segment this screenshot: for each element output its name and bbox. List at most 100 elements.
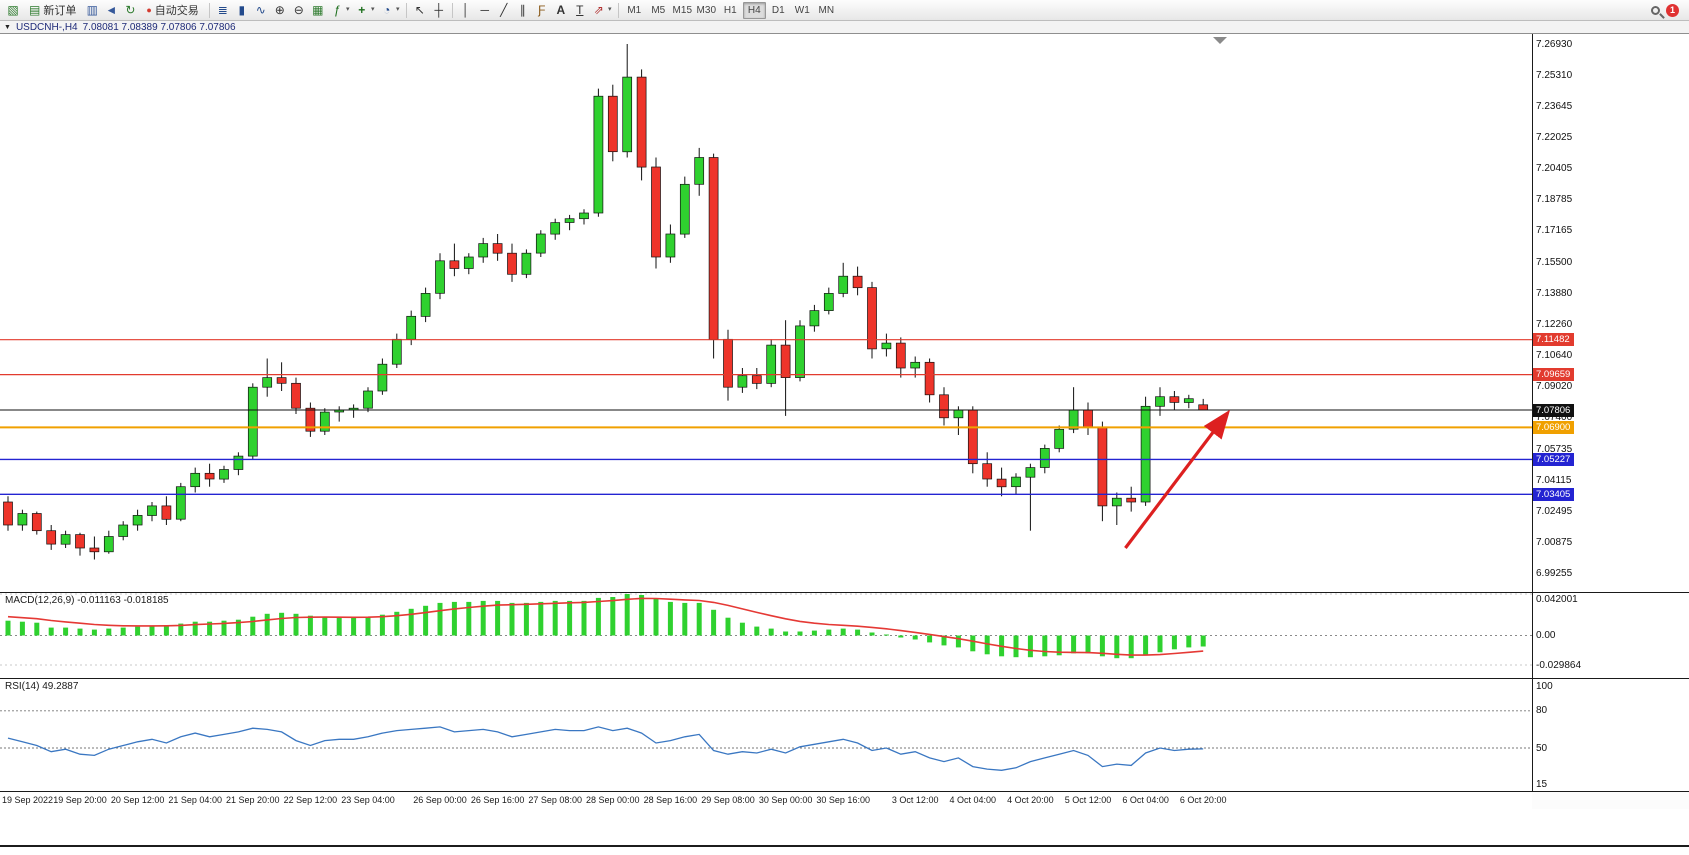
- support-line-2-price-box: 7.03405: [1532, 487, 1575, 501]
- new-chart-icon[interactable]: ▧: [7, 3, 19, 17]
- price-tick: 7.07400: [1536, 412, 1573, 424]
- time-tick: 3 Oct 12:00: [891, 795, 939, 805]
- toolbar-separator: [208, 2, 210, 18]
- refresh-icon[interactable]: ↻: [125, 3, 136, 17]
- arrow-tool-caret-icon[interactable]: ▾: [608, 6, 612, 13]
- toolbar-separator: [451, 2, 453, 18]
- price-axis[interactable]: 7.26930 7.25310 7.23645 7.22025 7.20405 7.187…: [1532, 34, 1689, 592]
- rsi-chart[interactable]: [0, 679, 1532, 791]
- add-object-icon[interactable]: +: [358, 3, 366, 17]
- price-tick: 7.17165: [1536, 225, 1573, 237]
- price-tick: 7.15500: [1536, 257, 1573, 269]
- timeframe-w1[interactable]: W1: [794, 4, 810, 16]
- timeframe-mn[interactable]: MN: [818, 4, 835, 16]
- new-order-icon: ▤: [29, 3, 41, 17]
- chart-menu-arrow-icon[interactable]: ▼: [4, 23, 11, 31]
- chart-title-bar: ▼ USDCNH-,H4 7.08081 7.08389 7.07806 7.0…: [0, 21, 1689, 34]
- price-tick: 6.99255: [1536, 568, 1573, 580]
- macd-plot[interactable]: MACD(12,26,9) -0.011163 -0.018185: [0, 593, 1532, 678]
- period-clock-icon[interactable]: ◔: [383, 3, 391, 17]
- rsi-label: RSI(14) 49.2887: [5, 681, 79, 692]
- rsi-plot[interactable]: RSI(14) 49.2887: [0, 679, 1532, 791]
- chart-window-icon[interactable]: ▥: [86, 3, 99, 17]
- time-tick: 26 Sep 16:00: [470, 795, 525, 805]
- timeframe-m15[interactable]: M15: [672, 4, 692, 16]
- trendline-tool-icon[interactable]: ╱: [500, 3, 508, 17]
- bar-chart-icon[interactable]: ≣: [217, 3, 228, 17]
- price-tick: 7.02495: [1536, 506, 1573, 518]
- chart-symbol-title: USDCNH-,H4: [15, 21, 78, 33]
- autotrading-icon: ●: [146, 5, 152, 15]
- timeframe-d1[interactable]: D1: [771, 4, 785, 16]
- indicators-icon[interactable]: ƒ: [333, 3, 341, 17]
- toolbar-separator: [617, 2, 619, 18]
- horizontal-line-tool-icon[interactable]: ─: [480, 3, 490, 17]
- vertical-line-tool-icon[interactable]: │: [462, 3, 470, 17]
- macd-signal-line: [7, 597, 1204, 656]
- time-axis[interactable]: 19 Sep 2022 19 Sep 20:00 20 Sep 12:00 21 Se…: [0, 792, 1532, 809]
- price-tick: 7.09020: [1536, 381, 1573, 393]
- cursor-icon[interactable]: ↖: [414, 3, 425, 17]
- macd-axis[interactable]: 0.042001 0.00 -0.029864: [1532, 593, 1689, 678]
- time-tick: 21 Sep 04:00: [168, 795, 222, 805]
- add-object-caret-icon[interactable]: ▾: [371, 6, 375, 13]
- period-clock-caret-icon[interactable]: ▾: [396, 6, 400, 13]
- rsi-axis[interactable]: 100 80 50 15: [1532, 679, 1689, 791]
- price-tick: 7.20405: [1536, 163, 1573, 175]
- price-tick: 7.04115: [1536, 475, 1572, 487]
- arrow-tool-icon[interactable]: ⇗: [593, 3, 604, 17]
- autotrading-button[interactable]: ● 自动交易: [140, 1, 204, 19]
- support-line-1-price-box: 7.05227: [1532, 452, 1575, 466]
- channel-tool-icon[interactable]: ∥: [519, 3, 526, 17]
- text-label-tool-icon[interactable]: T: [576, 3, 584, 17]
- time-tick: 23 Sep 04:00: [341, 795, 395, 805]
- new-order-label: 新订单: [43, 5, 77, 17]
- indicators-caret-icon[interactable]: ▾: [346, 6, 350, 13]
- timeframe-m30[interactable]: M30: [696, 4, 716, 16]
- time-tick: 19 Sep 2022: [2, 795, 54, 805]
- price-tick: 7.00875: [1536, 537, 1573, 549]
- candlestick-chart[interactable]: [0, 34, 1532, 592]
- rsi-tick: 80: [1536, 705, 1548, 717]
- price-tick: 7.18785: [1536, 194, 1573, 206]
- new-order-button[interactable]: ▤ 新订单: [23, 1, 82, 19]
- crosshair-icon[interactable]: ┼: [434, 3, 444, 17]
- panel-separator[interactable]: [0, 592, 1689, 593]
- timeframe-m5[interactable]: M5: [651, 4, 666, 16]
- time-tick: 20 Sep 12:00: [110, 795, 165, 805]
- rsi-tick: 100: [1536, 680, 1553, 692]
- notification-badge[interactable]: 1: [1666, 3, 1679, 17]
- price-tick: 7.13880: [1536, 288, 1573, 300]
- toolbar-right-group: 1: [1651, 3, 1685, 17]
- timeframe-h1[interactable]: H1: [723, 4, 737, 16]
- price-tick: 7.05735: [1536, 444, 1573, 456]
- tile-windows-icon[interactable]: ▦: [312, 3, 324, 17]
- panel-separator[interactable]: [0, 791, 1689, 792]
- time-tick: 30 Sep 00:00: [758, 795, 813, 805]
- search-icon[interactable]: [1651, 5, 1660, 15]
- panel-separator[interactable]: [0, 678, 1689, 679]
- macd-label: MACD(12,26,9) -0.011163 -0.018185: [5, 595, 169, 606]
- text-tool-icon[interactable]: A: [556, 3, 566, 17]
- price-tick: 7.26930: [1536, 38, 1573, 50]
- time-tick: 21 Sep 20:00: [226, 795, 280, 805]
- window-bottom-edge: [0, 845, 1689, 847]
- trend-arrow[interactable]: [1124, 409, 1231, 549]
- timeframe-m1[interactable]: M1: [627, 4, 642, 16]
- sound-icon[interactable]: ◄: [105, 3, 118, 17]
- line-chart-icon[interactable]: ∿: [255, 3, 266, 17]
- fibonacci-tool-icon[interactable]: Ƒ: [538, 3, 546, 17]
- main-chart-panel: 7.26930 7.25310 7.23645 7.22025 7.20405 7.187…: [0, 34, 1689, 592]
- zoom-in-icon[interactable]: ⊕: [274, 3, 285, 17]
- time-tick: 30 Sep 16:00: [816, 795, 870, 805]
- macd-chart[interactable]: [0, 593, 1532, 678]
- resistance-line-1-price-box: 7.11482: [1532, 333, 1574, 347]
- macd-tick: 0.00: [1536, 630, 1556, 641]
- main-chart-plot[interactable]: [0, 34, 1532, 592]
- timeframe-h4[interactable]: H4: [742, 1, 766, 19]
- candlestick-chart-icon[interactable]: ▮: [238, 3, 246, 17]
- zoom-out-icon[interactable]: ⊖: [293, 3, 304, 17]
- chart-shift-marker[interactable]: [1213, 37, 1227, 44]
- price-tick: 7.10640: [1536, 350, 1573, 362]
